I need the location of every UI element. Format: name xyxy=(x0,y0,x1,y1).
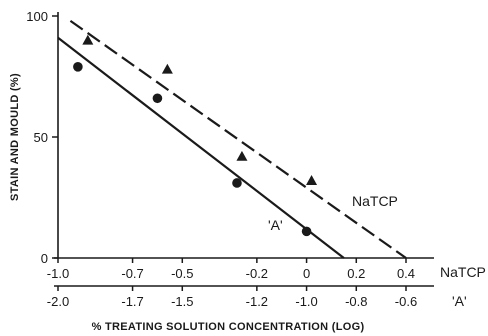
x-tick-label-a: -1.7 xyxy=(121,294,143,309)
x-tick-label-natcp: -0.2 xyxy=(246,266,268,281)
x-tick-label-natcp: 0.4 xyxy=(397,266,415,281)
series-label-natcp: NaTCP xyxy=(352,193,398,209)
data-point-a xyxy=(301,226,312,237)
x-tick-label-a: -0.8 xyxy=(345,294,367,309)
x-tick-label-a: -1.2 xyxy=(246,294,268,309)
fit-line-natcp xyxy=(69,19,407,259)
y-axis-title: STAIN AND MOULD (%) xyxy=(9,73,21,201)
text-layer: STAIN AND MOULD (%) % TREATING SOLUTION … xyxy=(9,9,486,333)
fit-lines-layer xyxy=(57,19,407,259)
y-tick-label: 0 xyxy=(41,251,48,266)
series-label-a: 'A' xyxy=(268,217,283,233)
y-tick-label: 50 xyxy=(34,130,48,145)
x-tick-label-natcp: -1.0 xyxy=(47,266,69,281)
x-tick-label-a: -1.0 xyxy=(295,294,317,309)
data-point-a xyxy=(73,62,83,72)
x-tick-label-a: -2.0 xyxy=(47,294,69,309)
data-point-a xyxy=(232,178,242,188)
x-tick-label-natcp: -0.7 xyxy=(121,266,143,281)
markers-layer xyxy=(73,34,318,237)
axes-layer xyxy=(52,12,434,291)
data-point-a xyxy=(152,93,163,104)
x-tick-label-natcp: 0 xyxy=(303,266,310,281)
x-axis-title: % TREATING SOLUTION CONCENTRATION (LOG) xyxy=(92,321,365,333)
data-point-natcp xyxy=(306,175,318,185)
data-point-natcp xyxy=(161,63,173,74)
x-tick-label-natcp: 0.2 xyxy=(347,266,365,281)
data-point-natcp xyxy=(236,150,248,161)
data-point-natcp xyxy=(82,34,94,45)
x-tick-label-natcp: -0.5 xyxy=(171,266,193,281)
x-tick-label-a: -0.6 xyxy=(395,294,417,309)
x-tick-label-a: -1.5 xyxy=(171,294,193,309)
y-tick-label: 100 xyxy=(26,9,48,24)
x-axis-a-name: 'A' xyxy=(452,293,467,309)
x-axis-natcp-name: NaTCP xyxy=(440,264,486,280)
fit-line-a xyxy=(57,36,345,259)
